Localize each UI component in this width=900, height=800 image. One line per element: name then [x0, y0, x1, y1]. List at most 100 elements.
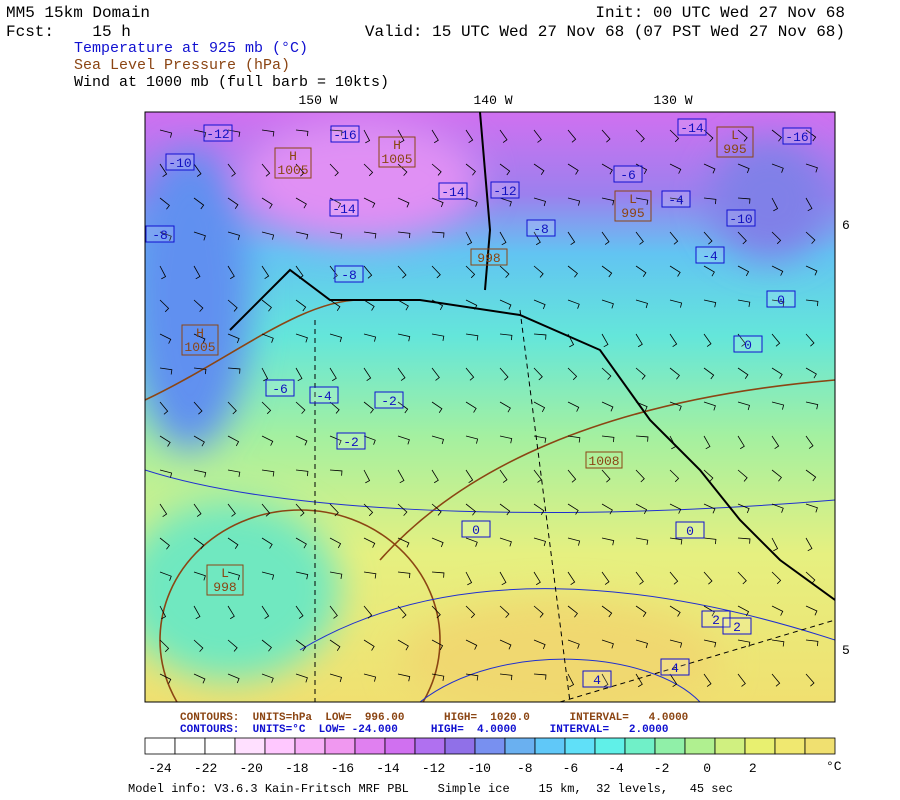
wind-barb: [397, 571, 411, 579]
wind-barb: [397, 333, 411, 342]
colorbar-swatch: [144, 737, 176, 755]
wind-barb: [567, 367, 578, 381]
wind-barb: [261, 435, 274, 446]
field-pressure: Sea Level Pressure (hPa): [74, 57, 290, 74]
wind-barb: [261, 367, 269, 382]
wind-barb: [703, 367, 715, 380]
wind-barb: [329, 673, 343, 683]
wind-barb: [669, 197, 683, 205]
temperature-label-box: [695, 246, 725, 264]
temperature-label: 0: [686, 524, 694, 539]
pressure-label-box: [206, 564, 244, 596]
wind-barb: [533, 571, 541, 586]
wind-barb: [601, 231, 610, 245]
wind-barb: [329, 435, 342, 446]
wind-barb: [499, 197, 512, 207]
wind-barb: [805, 673, 815, 687]
colorbar-swatch: [384, 737, 416, 755]
colorbar-label: -2: [654, 761, 670, 776]
wind-barb: [737, 265, 750, 277]
wind-barb: [261, 265, 270, 279]
wind-barb: [465, 129, 474, 143]
wind-barb: [737, 673, 746, 687]
wind-barb: [363, 571, 377, 579]
pressure-label: 998: [213, 580, 236, 595]
wind-barb: [737, 503, 750, 514]
wind-barb: [465, 571, 473, 586]
wind-barb: [329, 163, 339, 177]
wind-barb: [805, 435, 814, 449]
wind-barb: [737, 537, 751, 544]
wind-barb: [499, 469, 508, 483]
wind-barb: [329, 639, 341, 651]
wind-barb: [295, 299, 307, 312]
wind-barb: [635, 537, 649, 545]
wind-barb: [669, 605, 681, 617]
wind-barb: [193, 503, 202, 517]
wind-barb: [771, 197, 779, 212]
wind-barb: [635, 333, 643, 348]
wind-barb: [159, 129, 173, 138]
wind-barb: [567, 639, 580, 649]
pressure-label: 1005: [184, 340, 215, 355]
temperature-label: -12: [206, 127, 229, 142]
wind-barb: [329, 401, 340, 414]
wind-barb: [295, 571, 309, 580]
wind-barb: [601, 503, 613, 515]
colorbar-swatch: [684, 737, 716, 755]
wind-barb: [669, 265, 681, 277]
temperature-label-box: [726, 209, 756, 227]
pressure-center-marker: L: [731, 128, 739, 143]
wind-barb: [567, 299, 580, 309]
wind-barb: [431, 163, 442, 176]
wind-barb: [329, 537, 342, 549]
pressure-center-marker: L: [221, 566, 229, 581]
wind-barb: [397, 367, 406, 381]
temperature-label: -16: [785, 130, 808, 145]
wind-barb: [465, 469, 474, 483]
wind-barb: [771, 231, 782, 245]
wind-barb: [363, 673, 377, 682]
colorbar: -24 -22 -20 -18 -16 -14 -12 -10 -8 -6 -4 -2 0 2: [144, 737, 836, 776]
wind-barb: [805, 571, 816, 584]
wind-barb: [363, 537, 376, 548]
colorbar-swatch: [564, 737, 596, 755]
colorbar-label: -16: [331, 761, 354, 776]
wind-barb: [669, 401, 682, 411]
wind-barb: [805, 503, 818, 513]
temperature-label: 4: [593, 673, 601, 688]
wind-barb: [193, 197, 205, 210]
wind-barb: [771, 503, 784, 513]
wind-barb: [601, 197, 615, 206]
wind-barb: [193, 231, 206, 241]
colorbar-label: 0: [703, 761, 711, 776]
temperature-label: 0: [744, 338, 752, 353]
wind-barb: [261, 605, 270, 619]
wind-barb: [363, 401, 374, 414]
wind-barb: [431, 197, 444, 208]
colorbar-label: -12: [422, 761, 445, 776]
wind-barb: [499, 673, 513, 681]
colorbar-label: -18: [285, 761, 308, 776]
wind-barb: [465, 163, 476, 176]
wind-barb: [771, 401, 785, 410]
wind-barb: [261, 231, 275, 240]
wind-barb: [703, 503, 716, 514]
wind-barb: [295, 367, 303, 382]
wind-barb: [533, 435, 547, 443]
colorbar-label: -10: [467, 761, 490, 776]
wind-barb: [601, 129, 611, 143]
wind-barb: [533, 197, 547, 207]
wind-barb: [771, 129, 782, 142]
wind-barb: [363, 231, 377, 239]
temperature-label-box: [582, 670, 612, 688]
wind-barb: [601, 605, 613, 618]
wind-barb: [567, 469, 577, 483]
wind-barb: [159, 299, 170, 313]
temperature-label: 0: [472, 523, 480, 538]
wind-barb: [567, 265, 578, 278]
wind-barb: [159, 435, 171, 447]
temperature-label-box: [766, 290, 796, 308]
wind-barb: [635, 401, 648, 412]
colorbar-swatch: [714, 737, 746, 755]
